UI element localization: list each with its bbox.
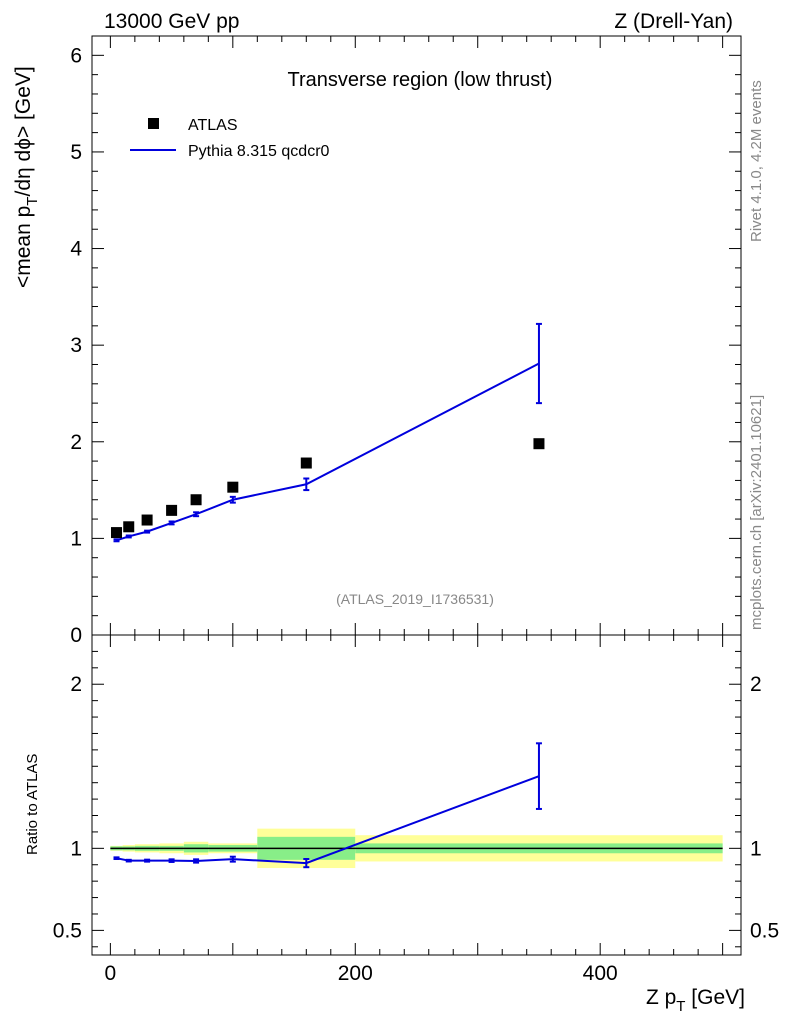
y-axis-label-pre: <mean p xyxy=(12,206,35,288)
atlas-point xyxy=(166,504,178,516)
ratio-frame xyxy=(91,634,742,956)
chart-title: Transverse region (low thrust) xyxy=(288,69,553,91)
atlas-point xyxy=(533,438,545,450)
atlas-point xyxy=(123,521,135,533)
main-series xyxy=(110,322,545,543)
x-tick-labels: 0 200 400 xyxy=(105,962,618,985)
ratio-tick-label-right: 0.5 xyxy=(750,919,779,942)
main-ticks xyxy=(92,35,741,636)
atlas-point xyxy=(110,527,122,539)
header-left: 13000 GeV pp xyxy=(104,10,239,33)
x-tick-label: 400 xyxy=(583,962,618,985)
y-tick-label: 2 xyxy=(70,431,82,454)
pythia-ratio-line xyxy=(116,775,540,865)
x-axis-label-unit: [GeV] xyxy=(685,986,745,1009)
ratio-ticks xyxy=(92,634,741,955)
ratio-tick-label-right: 2 xyxy=(750,673,762,696)
atlas-point xyxy=(190,494,202,506)
y-tick-label: 6 xyxy=(70,44,82,67)
analysis-id: (ATLAS_2019_I1736531) xyxy=(336,591,494,607)
ratio-tick-label-left: 2 xyxy=(70,673,82,696)
y-axis-label-sub: T xyxy=(24,197,41,206)
y-tick-label: 0 xyxy=(70,624,82,647)
x-tick-label: 200 xyxy=(338,962,373,985)
y-axis-label-post: /dη dϕ> [GeV] xyxy=(12,66,35,196)
x-tick-label: 0 xyxy=(105,962,117,985)
legend-atlas-label: ATLAS xyxy=(188,117,238,134)
atlas-point xyxy=(141,514,153,526)
x-axis-label-sub: T xyxy=(676,998,685,1015)
x-axis-label-main: Z p xyxy=(646,986,676,1009)
atlas-point xyxy=(227,481,239,493)
main-y-tick-labels: 0 1 2 3 4 5 6 xyxy=(70,44,82,647)
pythia-line xyxy=(116,362,540,542)
main-panel: 0 1 2 3 4 5 6 Transverse region (low thrust) (… xyxy=(12,35,742,647)
y-tick-label: 4 xyxy=(70,238,82,261)
mcplots-label: mcplots.cern.ch [arXiv:2401.10621] xyxy=(748,395,765,630)
y-axis-label: <mean pT/dη dϕ> [GeV] xyxy=(12,66,41,288)
legend-pythia-label: Pythia 8.315 qcdcr0 xyxy=(188,143,330,160)
ratio-bands xyxy=(110,828,723,869)
y-tick-label: 1 xyxy=(70,527,82,550)
ratio-tick-label-left: 0.5 xyxy=(53,919,82,942)
ratio-y-axis-label: Ratio to ATLAS xyxy=(24,754,41,855)
ratio-y-tick-labels: 0.5 0.5 1 1 2 2 xyxy=(53,673,779,942)
ratio-tick-label-right: 1 xyxy=(750,837,762,860)
header-right: Z (Drell-Yan) xyxy=(614,10,733,33)
ratio-panel: 0.5 0.5 1 1 2 2 Ratio to ATLAS 0 200 400 Z pT [… xyxy=(24,634,779,1015)
rivet-version-label: Rivet 4.1.0, 4.2M events xyxy=(748,80,765,242)
ratio-tick-label-left: 1 xyxy=(70,837,82,860)
atlas-point xyxy=(300,457,312,469)
x-axis-label: Z pT [GeV] xyxy=(646,986,745,1015)
y-tick-label: 5 xyxy=(70,141,82,164)
legend-atlas-marker xyxy=(148,118,159,129)
ratio-series xyxy=(113,742,542,869)
y-tick-label: 3 xyxy=(70,334,82,357)
